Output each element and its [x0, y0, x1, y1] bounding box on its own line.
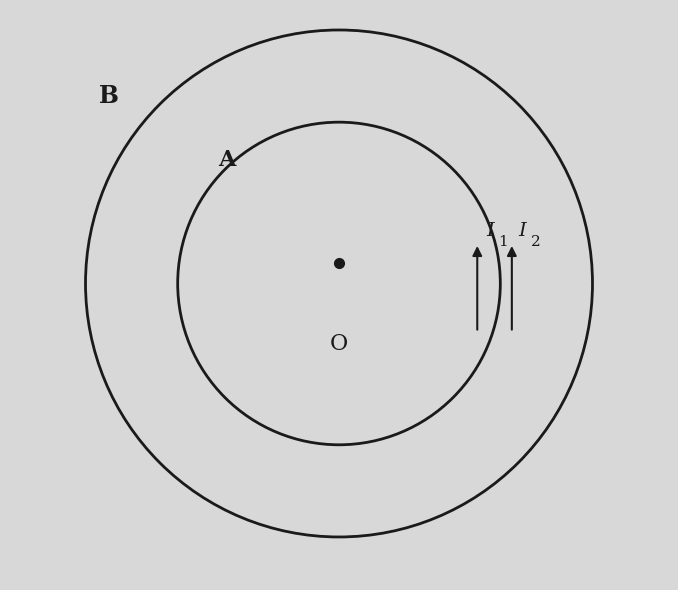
- Text: 1: 1: [498, 235, 508, 249]
- Text: O: O: [330, 333, 348, 355]
- Text: I: I: [486, 222, 494, 240]
- Text: A: A: [218, 149, 235, 171]
- Text: I: I: [519, 222, 527, 240]
- Text: B: B: [98, 84, 119, 108]
- Text: 2: 2: [532, 235, 541, 249]
